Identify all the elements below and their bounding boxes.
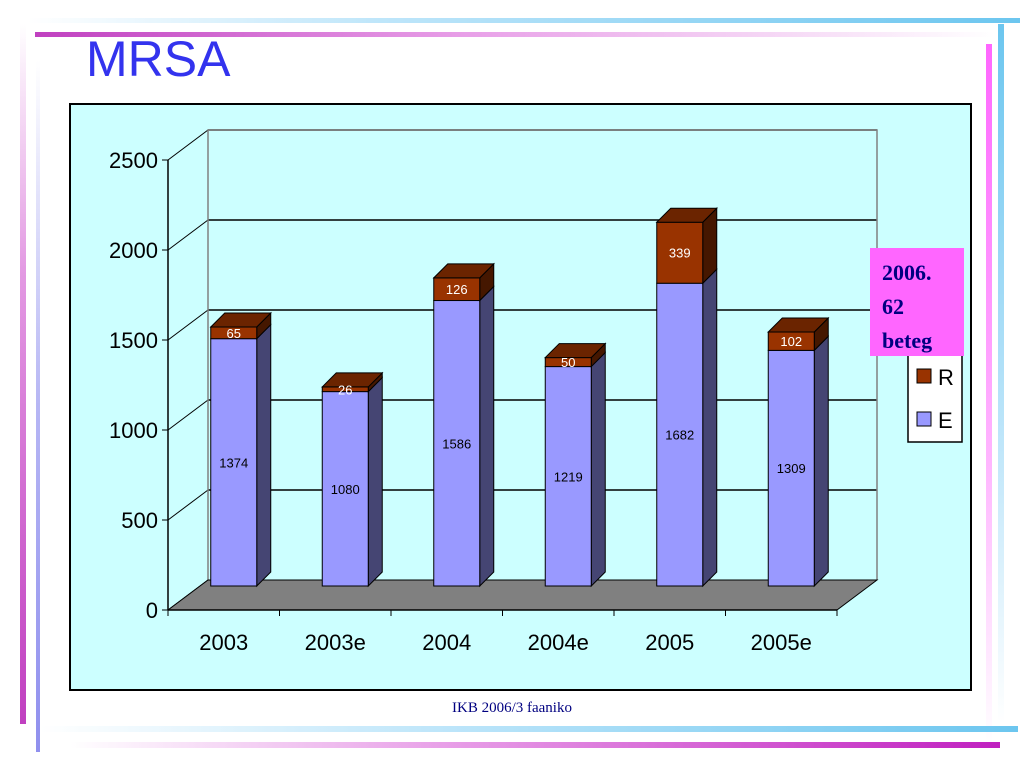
- side-gridline: [167, 399, 209, 431]
- bottom-decor-line: [40, 726, 1018, 732]
- right-decor-bar: [998, 24, 1004, 724]
- bar-top-R: [655, 207, 718, 223]
- data-label-E: 1309: [777, 461, 806, 476]
- data-label-E: 1682: [665, 428, 694, 443]
- legend-box: [907, 351, 963, 443]
- y-tick-label: 500: [121, 508, 158, 533]
- y-tick-label: 2000: [109, 238, 158, 263]
- top-decor-line-2: [35, 32, 995, 37]
- bar-E-2005: [656, 282, 704, 587]
- legend-swatch-E: [916, 411, 932, 427]
- bar-E-2005e: [767, 349, 815, 587]
- y-tick-label: 2500: [109, 148, 158, 173]
- legend-label-R: R: [938, 365, 954, 390]
- footer-text: IKB 2006/3 faaniko: [452, 700, 572, 716]
- side-gridline: [167, 219, 209, 251]
- x-tick-label: 2005e: [751, 630, 812, 655]
- y-tick-label: 1000: [109, 418, 158, 443]
- data-label-E: 1374: [219, 455, 248, 470]
- bar-side-E: [702, 268, 718, 588]
- bar-side-E: [813, 335, 829, 588]
- note-line-3: beteg: [882, 328, 933, 353]
- bar-E-2003: [210, 338, 258, 587]
- note-line-2: 62: [882, 294, 904, 319]
- bar-side-E: [256, 323, 272, 588]
- bar-top-R: [209, 312, 272, 328]
- data-label-R: 102: [780, 334, 802, 349]
- left-decor-bar-2: [36, 60, 40, 752]
- bar-side-E: [590, 351, 606, 588]
- bar-side-E: [367, 376, 383, 588]
- data-label-R: 339: [669, 246, 691, 261]
- x-tick-label: 2004e: [528, 630, 589, 655]
- bar-top-R: [767, 317, 830, 333]
- y-tick-label: 1500: [109, 328, 158, 353]
- x-tick-label: 2004: [422, 630, 471, 655]
- legend-swatch-R: [916, 368, 932, 384]
- note-line-1: 2006.: [882, 260, 932, 285]
- top-decor-line: [28, 18, 1020, 23]
- bar-top-R: [321, 372, 384, 388]
- y-tick-label: 0: [146, 598, 158, 623]
- note-box: 2006. 62 beteg: [870, 248, 964, 356]
- data-label-R: 126: [446, 282, 468, 297]
- left-decor-bar: [20, 24, 26, 724]
- data-label-R: 65: [227, 326, 241, 341]
- data-label-R: 26: [338, 382, 352, 397]
- legend-label-E: E: [938, 408, 953, 433]
- x-tick-label: 2003e: [305, 630, 366, 655]
- side-gridline: [167, 129, 209, 161]
- data-label-R: 50: [561, 355, 575, 370]
- bar-E-2004: [433, 300, 481, 587]
- bar-side-E: [479, 285, 495, 588]
- x-tick-label: 2003: [199, 630, 248, 655]
- bar-top-R: [432, 263, 495, 279]
- side-gridline: [167, 489, 209, 521]
- slide-title: MRSA: [86, 31, 231, 87]
- bar-top-R: [544, 343, 607, 359]
- side-gridline: [167, 309, 209, 341]
- data-label-E: 1219: [554, 469, 583, 484]
- right-decor-bar-2: [986, 44, 992, 744]
- bottom-decor-line-2: [70, 742, 1000, 748]
- x-tick-label: 2005: [645, 630, 694, 655]
- data-label-E: 1080: [331, 482, 360, 497]
- bar-R-2005: [656, 221, 704, 284]
- data-label-E: 1586: [442, 436, 471, 451]
- bar-E-2003e: [321, 391, 369, 587]
- bar-E-2004e: [544, 366, 592, 587]
